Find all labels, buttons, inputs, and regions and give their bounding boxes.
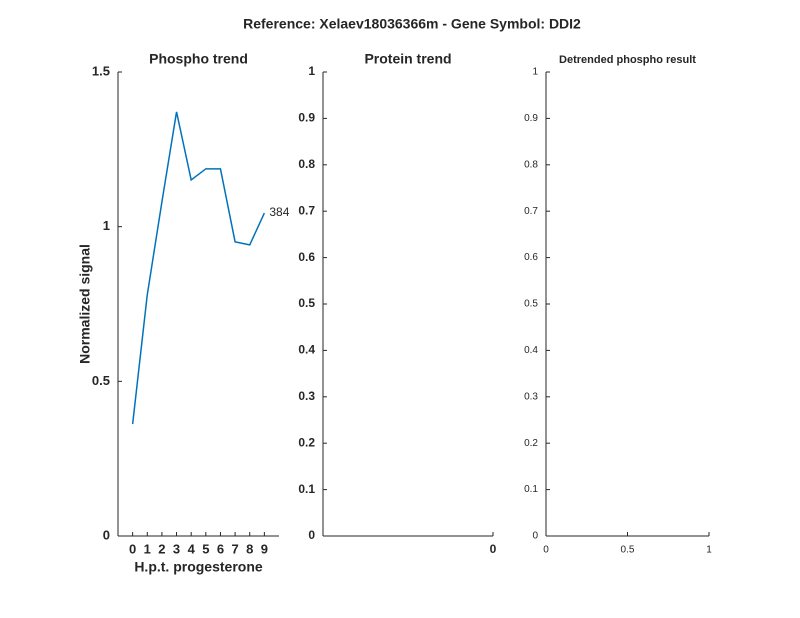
data-line [131,111,266,425]
subplot-title: Detrended phospho result [559,54,696,66]
x-tick-label: 8 [246,541,253,556]
y-tick-label: 0.5 [92,373,110,388]
y-axis-label: Normalized signal [77,244,93,364]
y-tick-label: 0.7 [298,203,315,217]
subplot-title: Protein trend [364,51,451,67]
y-tick-label: 0.2 [524,438,538,449]
y-tick-label: 1 [103,218,110,233]
y-tick-label: 0 [532,531,538,542]
x-tick-label: 7 [231,541,238,556]
y-tick-label: 0 [308,528,315,542]
y-tick-label: 0.4 [524,345,538,356]
x-tick-label: 0 [129,541,136,556]
subplot-title: Phospho trend [149,51,248,67]
subplot: 0 0.1 0.2 0.3 0.4 0.5 0.6 0.7 0.8 0.9 1 0 Protein tr… [298,51,496,556]
y-tick-label: 0.3 [298,389,315,403]
y-tick-label: 0.4 [298,343,315,357]
x-tick-label: 6 [217,541,224,556]
x-tick-label: 5 [202,541,209,556]
y-tick-label: 0.5 [524,299,538,310]
y-tick-label: 1 [308,64,315,78]
y-tick-label: 0.1 [524,484,538,495]
y-tick-label: 0.6 [524,252,538,263]
y-tick-label: 0.8 [298,157,315,171]
y-tick-label: 0.1 [298,482,315,496]
annotation: 384 [269,205,289,219]
figure-title: Reference: Xelaev18036366m - Gene Symbol… [243,16,581,32]
x-tick-label: 2 [158,541,165,556]
y-tick-label: 1.5 [92,63,110,78]
y-tick-label: 0 [103,527,110,542]
x-tick-label: 1 [706,545,712,556]
x-tick-label: 3 [173,541,180,556]
y-tick-label: 0.5 [298,296,315,310]
y-tick-label: 0.9 [298,111,315,125]
x-tick-label: 0 [490,542,497,556]
y-tick-label: 0.8 [524,159,538,170]
y-tick-label: 0.9 [524,113,538,124]
y-tick-label: 0.2 [298,435,315,449]
x-tick-label: 4 [188,541,196,556]
y-tick-label: 0.3 [524,391,538,402]
x-tick-label: 0.5 [621,545,635,556]
y-tick-label: 0.7 [524,206,538,217]
subplot: 0 0.1 0.2 0.3 0.4 0.5 0.6 0.7 0.8 0.9 1 0 0.5 1 Detren… [524,54,712,556]
y-tick-label: 0.6 [298,250,315,264]
y-tick-label: 1 [532,67,538,78]
x-axis-label: H.p.t. progesterone [134,559,263,575]
x-tick-label: 0 [543,545,549,556]
x-tick-label: 9 [261,541,268,556]
x-tick-label: 1 [144,541,151,556]
